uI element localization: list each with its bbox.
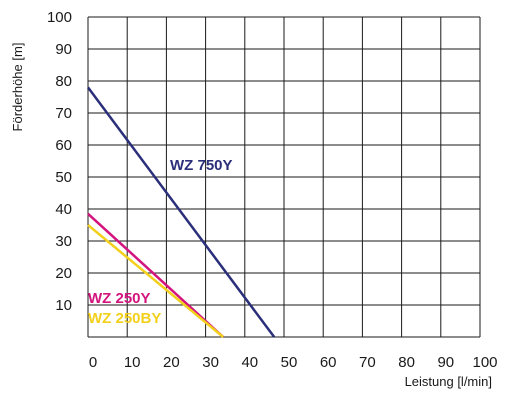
series-line-2: [87, 224, 224, 338]
series-label-2: WZ 250BY: [88, 310, 161, 327]
x-tick-label-20: 20: [163, 354, 180, 371]
y-axis-label: Förderhöhe [m]: [10, 43, 25, 132]
series-labels: WZ 750Y WZ 250Y WZ 250BY: [88, 157, 233, 327]
x-tick-label-10: 10: [124, 354, 141, 371]
x-axis-label: Leistung [l/min]: [405, 374, 492, 389]
series-line-0: [86, 86, 276, 338]
y-tick-label-30: 30: [55, 233, 72, 250]
x-tick-label-60: 60: [320, 354, 337, 371]
x-tick-label-40: 40: [241, 354, 258, 371]
y-tick-labels: 10 20 30 40 50 60 70 80 90 100: [47, 9, 72, 314]
grid: [87, 16, 481, 338]
y-tick-label-80: 80: [55, 73, 72, 90]
y-tick-label-50: 50: [55, 169, 72, 186]
y-tick-label-40: 40: [55, 201, 72, 218]
x-tick-label-80: 80: [398, 354, 415, 371]
x-tick-label-50: 50: [281, 354, 298, 371]
y-tick-label-70: 70: [55, 105, 72, 122]
x-tick-label-0: 0: [89, 354, 97, 371]
y-tick-label-90: 90: [55, 41, 72, 58]
x-tick-labels: 0 10 20 30 40 50 60 70 80 90 100: [89, 354, 498, 371]
x-tick-label-30: 30: [202, 354, 219, 371]
x-tick-label-90: 90: [437, 354, 454, 371]
series-label-0: WZ 750Y: [170, 157, 233, 174]
series-label-1: WZ 250Y: [88, 290, 151, 307]
x-tick-label-100: 100: [472, 354, 497, 371]
y-tick-label-10: 10: [55, 297, 72, 314]
series-line-1: [87, 212, 225, 338]
y-tick-label-60: 60: [55, 137, 72, 154]
y-tick-label-100: 100: [47, 9, 72, 26]
series-lines: [86, 86, 276, 338]
y-tick-label-20: 20: [55, 265, 72, 282]
x-tick-label-70: 70: [359, 354, 376, 371]
